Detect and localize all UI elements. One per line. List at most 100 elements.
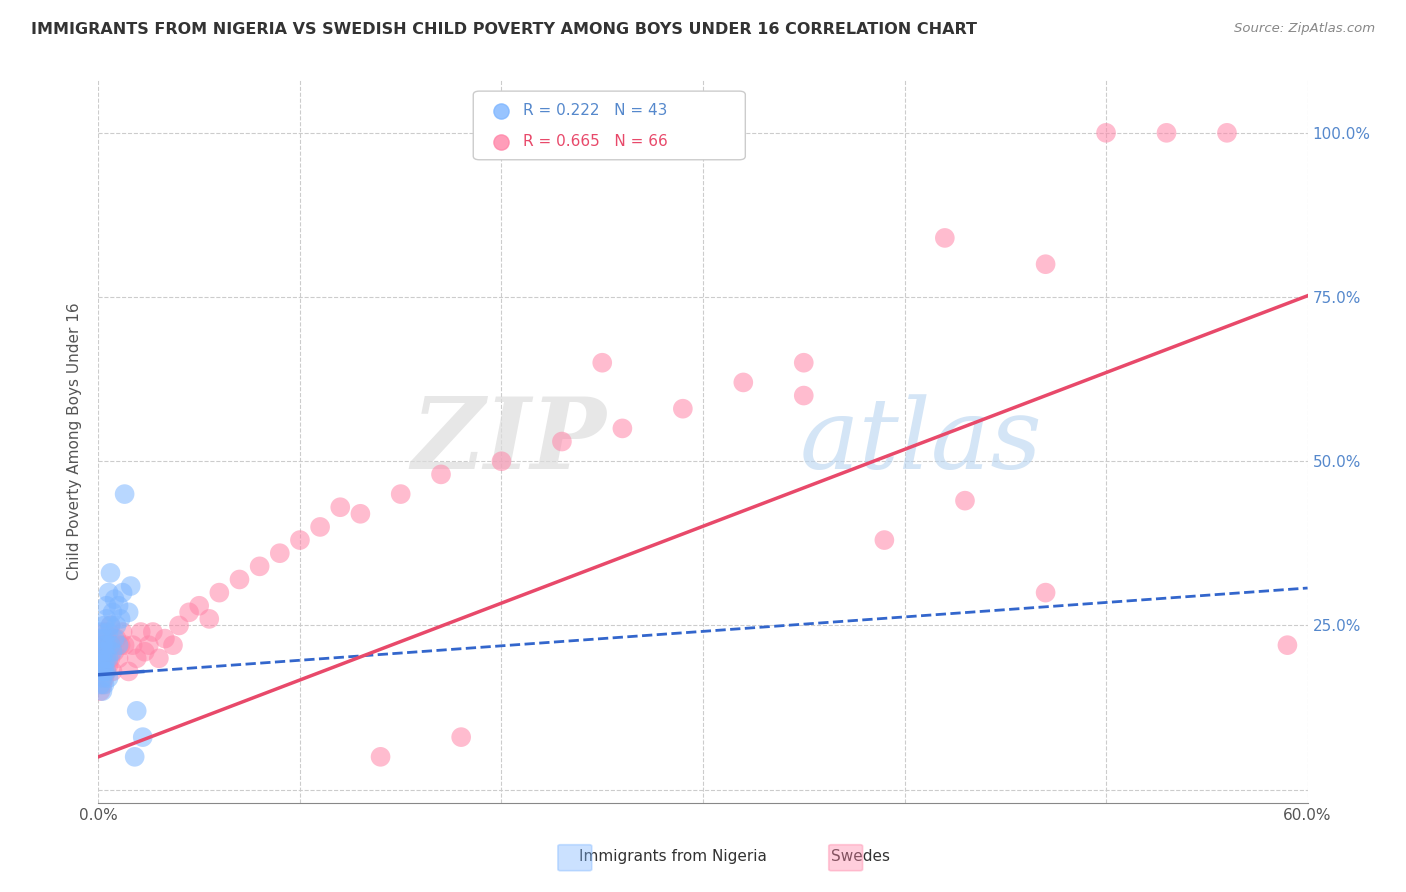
Point [97, 671, 120, 685]
Point [93, 625, 115, 640]
Text: R = 0.222   N = 43: R = 0.222 N = 43 [523, 103, 668, 118]
Point [110, 612, 132, 626]
Point [91, 665, 114, 679]
Point [101, 645, 124, 659]
Point [93, 671, 115, 685]
Point [153, 632, 176, 646]
Text: R = 0.665   N = 66: R = 0.665 N = 66 [523, 134, 668, 149]
Point [89, 665, 111, 679]
Point [96, 638, 118, 652]
FancyBboxPatch shape [558, 845, 592, 871]
Point [91, 638, 114, 652]
Point [107, 651, 129, 665]
Point [121, 638, 143, 652]
Point [97, 625, 120, 640]
Point [97, 651, 120, 665]
Text: Swedes: Swedes [831, 849, 890, 864]
Point [612, 421, 634, 435]
Point [114, 638, 136, 652]
Point [491, 454, 513, 468]
Point [758, 182, 780, 196]
Point [934, 231, 956, 245]
Point [269, 546, 291, 560]
FancyBboxPatch shape [828, 845, 863, 871]
Point [162, 638, 184, 652]
Point [107, 638, 129, 652]
Point [103, 592, 125, 607]
Point [91, 657, 114, 672]
Point [249, 559, 271, 574]
Point [107, 599, 129, 613]
Point [132, 730, 155, 744]
Point [1216, 126, 1239, 140]
Point [873, 533, 896, 547]
Point [138, 638, 160, 652]
Point [309, 520, 332, 534]
FancyBboxPatch shape [474, 91, 745, 160]
Point [1035, 257, 1057, 271]
Point [111, 585, 134, 599]
Point [120, 579, 142, 593]
Point [89, 657, 111, 672]
Point [101, 665, 124, 679]
Text: IMMIGRANTS FROM NIGERIA VS SWEDISH CHILD POVERTY AMONG BOYS UNDER 16 CORRELATION: IMMIGRANTS FROM NIGERIA VS SWEDISH CHILD… [31, 22, 977, 37]
Point [96, 665, 118, 679]
Point [101, 605, 124, 619]
Point [93, 645, 115, 659]
Point [167, 618, 190, 632]
Point [89, 625, 111, 640]
Point [370, 749, 392, 764]
Point [91, 638, 114, 652]
Point [179, 605, 201, 619]
Point [96, 612, 118, 626]
Point [96, 665, 118, 679]
Point [430, 467, 453, 482]
Point [97, 657, 120, 672]
Point [125, 651, 148, 665]
Point [208, 585, 231, 599]
Point [96, 632, 118, 646]
Point [349, 507, 371, 521]
Point [591, 356, 613, 370]
Point [91, 651, 114, 665]
Point [114, 487, 136, 501]
Point [89, 645, 111, 659]
Point [100, 618, 122, 632]
Point [129, 625, 152, 640]
Point [551, 434, 574, 449]
Point [142, 625, 165, 640]
Point [89, 677, 111, 691]
Point [733, 376, 755, 390]
Text: ZIP: ZIP [412, 393, 606, 490]
Text: Immigrants from Nigeria: Immigrants from Nigeria [579, 849, 766, 864]
Point [450, 730, 472, 744]
Point [953, 493, 976, 508]
Point [110, 638, 132, 652]
Point [288, 533, 311, 547]
Point [1156, 126, 1178, 140]
Point [118, 665, 141, 679]
Point [198, 612, 221, 626]
Point [100, 638, 122, 652]
Point [96, 651, 118, 665]
Point [100, 651, 122, 665]
Point [91, 671, 114, 685]
Point [1035, 585, 1057, 599]
Point [91, 677, 114, 691]
Point [148, 651, 170, 665]
Point [97, 638, 120, 652]
Point [93, 657, 115, 672]
Point [97, 585, 120, 599]
Point [93, 645, 115, 659]
Point [188, 599, 211, 613]
Point [125, 704, 148, 718]
Point [758, 153, 780, 168]
Point [100, 566, 122, 580]
Point [93, 665, 115, 679]
Point [103, 645, 125, 659]
Point [118, 605, 141, 619]
Point [93, 632, 115, 646]
Point [1277, 638, 1299, 652]
Point [228, 573, 250, 587]
Point [105, 632, 128, 646]
